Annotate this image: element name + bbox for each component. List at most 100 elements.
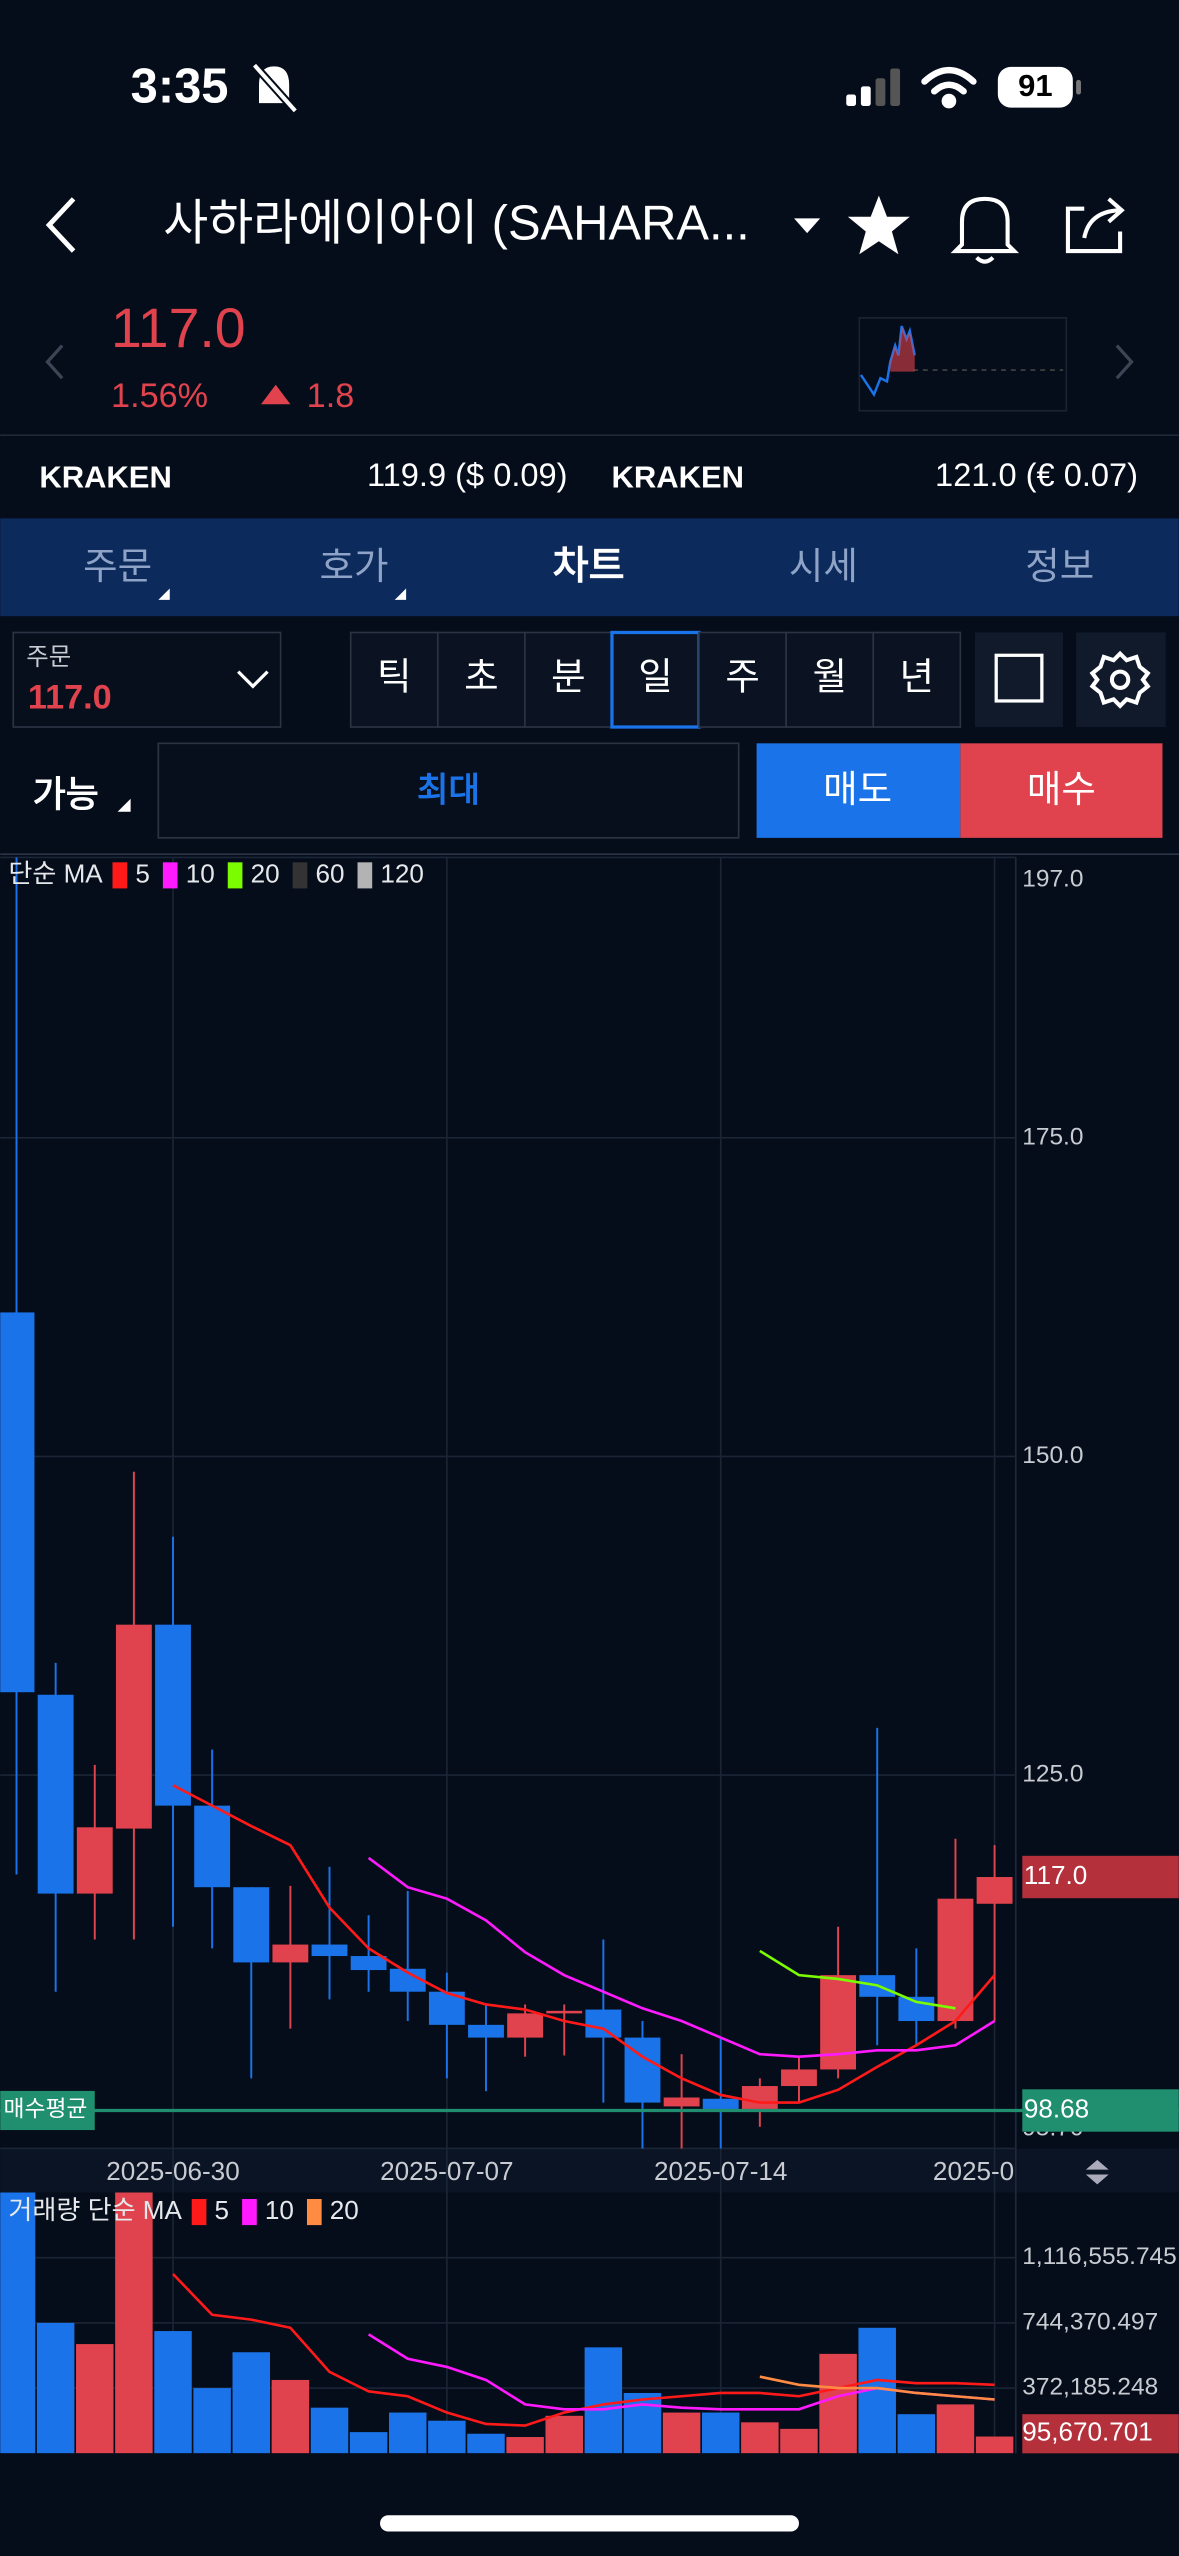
asset-title[interactable]: 사하라에이아이 (SAHARA... <box>163 197 750 251</box>
signal-icon <box>846 68 901 106</box>
tab-menu-mark <box>158 588 170 600</box>
volume-bar <box>780 2428 818 2454</box>
volume-bar <box>0 2192 36 2454</box>
candle-body <box>350 1956 387 1971</box>
tab-active[interactable]: 차트 <box>553 545 625 588</box>
legend-label: 60 <box>315 858 344 888</box>
legend-title: 단순 MA <box>8 858 103 888</box>
tab[interactable]: 정보 <box>1025 545 1094 587</box>
order-select[interactable] <box>12 631 282 728</box>
mini-chart <box>858 317 1068 412</box>
prev-asset[interactable] <box>45 344 64 380</box>
average-name-tag <box>0 2090 95 2131</box>
candle-body <box>0 1312 35 1693</box>
volume-bar <box>115 2192 153 2454</box>
tab-bar <box>0 518 1179 617</box>
drawing-button[interactable] <box>975 632 1064 728</box>
sell-label: 매도 <box>823 768 892 810</box>
y-tick-label: 125.0 <box>1022 1761 1083 1788</box>
legend-label: 20 <box>251 858 280 888</box>
period-label: 일 <box>638 656 672 698</box>
legend-swatch <box>112 862 128 889</box>
volume-bar <box>701 2412 740 2454</box>
buy-button[interactable] <box>960 743 1163 838</box>
favorite-button[interactable] <box>847 195 910 255</box>
y-tick-label: 175.0 <box>1022 1123 1083 1150</box>
period-label: 분 <box>551 656 585 698</box>
y-tick-label: 1,116,555.745 <box>1022 2243 1176 2270</box>
volume-bar <box>232 2352 270 2454</box>
next-asset[interactable] <box>1115 344 1134 380</box>
volume-bar <box>662 2412 701 2454</box>
legend-label: 10 <box>265 2195 294 2225</box>
volume-bar <box>76 2344 114 2454</box>
ma-line <box>759 2375 995 2401</box>
volume-bar <box>467 2433 505 2454</box>
period-button[interactable] <box>524 631 613 728</box>
order-value: 117.0 <box>28 678 112 716</box>
drawing-icon <box>994 653 1044 703</box>
sell-button[interactable] <box>756 743 961 838</box>
share-button[interactable] <box>1065 197 1125 254</box>
tab[interactable]: 시세 <box>789 545 858 587</box>
period-button[interactable] <box>785 631 875 728</box>
legend-title: 거래량 단순 MA <box>8 2195 182 2225</box>
legend-swatch <box>191 2199 207 2226</box>
available-label[interactable]: 가능 <box>33 775 99 815</box>
y-tick-label: 197.0 <box>1022 866 1083 893</box>
candle-body <box>898 1996 935 2022</box>
up-arrow <box>261 384 291 405</box>
x-axis-band <box>0 2148 1179 2193</box>
max-button[interactable] <box>157 742 740 839</box>
price-plot <box>0 857 1013 2149</box>
period-label: 년 <box>900 656 935 698</box>
volume-bar <box>623 2392 662 2454</box>
exchange-price: 119.9 ($ 0.09) <box>367 456 568 493</box>
volume-bar <box>193 2388 231 2454</box>
average-price-label: 98.68 <box>1024 2093 1089 2123</box>
period-button[interactable] <box>698 631 787 728</box>
tab[interactable]: 호가 <box>319 545 388 587</box>
tab[interactable]: 주문 <box>83 545 152 587</box>
wifi-icon <box>921 66 977 109</box>
legend-label: 20 <box>330 2195 359 2225</box>
resize-handle[interactable] <box>1085 2159 1109 2185</box>
volume-bar <box>271 2379 310 2454</box>
battery-level: 91 <box>1018 68 1052 103</box>
period-button[interactable] <box>872 631 962 728</box>
volume-plot <box>0 2192 1014 2454</box>
legend-label: 5 <box>135 858 150 888</box>
candle-body <box>976 1877 1013 1904</box>
volume-bar <box>36 2322 75 2454</box>
change-rate: 1.56% <box>111 377 208 415</box>
legend-label: 5 <box>215 2195 230 2225</box>
volume-bar <box>975 2436 1014 2454</box>
x-tick-label: 2025-06-30 <box>106 2156 239 2186</box>
title-dropdown[interactable] <box>794 218 821 234</box>
candle-body <box>389 1968 426 1992</box>
settings-button[interactable] <box>1076 632 1166 728</box>
volume-bar <box>154 2331 192 2454</box>
status-time: 3:35 <box>131 60 229 114</box>
volume-last-tag <box>1022 2414 1179 2454</box>
alert-button[interactable] <box>950 196 1020 264</box>
volume-bar <box>388 2412 427 2454</box>
period-button[interactable] <box>610 630 701 729</box>
legend-swatch <box>292 862 308 889</box>
period-button[interactable] <box>436 631 526 728</box>
volume-bar <box>506 2437 544 2454</box>
x-tick-label: 2025-07-07 <box>380 2156 513 2186</box>
ma-line <box>367 1856 996 2059</box>
volume-last-label: 95,670.701 <box>1022 2417 1153 2447</box>
volume-bar <box>310 2407 349 2454</box>
order-label: 주문 <box>26 644 71 671</box>
period-label: 초 <box>464 656 498 698</box>
candle-body <box>76 1827 113 1894</box>
back-button[interactable] <box>45 197 76 253</box>
candle-body <box>741 2086 778 2109</box>
volume-bar <box>936 2404 975 2454</box>
price: 117.0 <box>111 297 246 359</box>
